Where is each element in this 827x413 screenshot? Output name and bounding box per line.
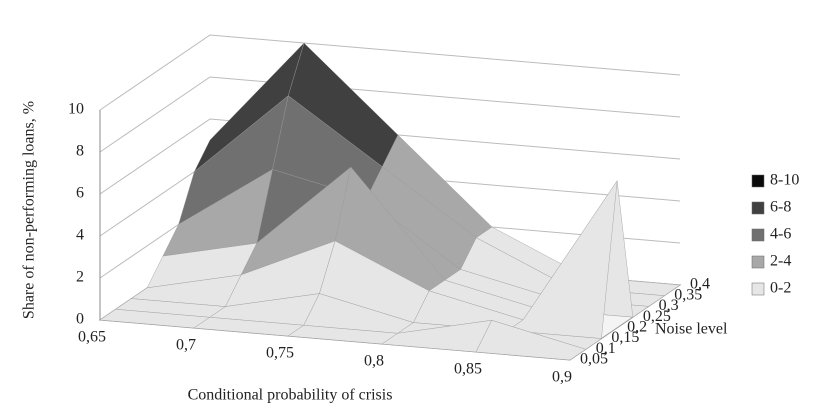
z-tick-label: 10 bbox=[68, 101, 84, 118]
z-tick-label: 8 bbox=[76, 143, 84, 160]
x-tick-label: 0,75 bbox=[266, 345, 294, 362]
surface-cell bbox=[475, 320, 587, 361]
legend-label: 2-4 bbox=[770, 253, 791, 270]
y-tick-label: 0,15 bbox=[611, 329, 639, 346]
x-tick-label: 0,85 bbox=[454, 361, 482, 378]
grid-line bbox=[99, 118, 681, 195]
z-tick-label: 6 bbox=[76, 185, 84, 202]
y-tick-label: 0,3 bbox=[659, 297, 679, 314]
y-tick-label: 0,35 bbox=[674, 286, 702, 303]
z-tick-label: 0 bbox=[76, 311, 84, 328]
legend-swatch bbox=[751, 201, 765, 215]
x-axis-title: Conditional probability of crisis bbox=[188, 387, 393, 404]
grid-line bbox=[99, 34, 681, 111]
y-tick-label: 0,05 bbox=[580, 351, 608, 368]
legend-swatch bbox=[751, 174, 765, 188]
z-tick-label: 2 bbox=[76, 269, 84, 286]
legend-swatch bbox=[751, 255, 765, 269]
y-axis-title: Noise level bbox=[655, 321, 728, 338]
x-tick-label: 0,65 bbox=[78, 329, 106, 346]
y-tick-label: 0,4 bbox=[690, 276, 710, 293]
legend-label: 6-8 bbox=[770, 199, 791, 216]
legend-label: 8-10 bbox=[770, 172, 799, 189]
y-tick-label: 0,1 bbox=[596, 340, 616, 357]
x-tick-label: 0,9 bbox=[552, 369, 572, 386]
legend-swatch bbox=[751, 282, 765, 296]
z-axis-title: Share of non-performing loans, % bbox=[21, 101, 38, 319]
legend-label: 4-6 bbox=[770, 226, 791, 243]
x-tick-label: 0,7 bbox=[176, 337, 196, 354]
legend-label: 0-2 bbox=[770, 280, 791, 297]
legend-swatch bbox=[751, 228, 765, 242]
y-tick-label: 0,2 bbox=[627, 319, 647, 336]
z-tick-label: 4 bbox=[76, 227, 84, 244]
grid-line bbox=[99, 76, 681, 153]
x-tick-label: 0,8 bbox=[364, 353, 384, 370]
y-tick-label: 0,25 bbox=[643, 308, 671, 325]
